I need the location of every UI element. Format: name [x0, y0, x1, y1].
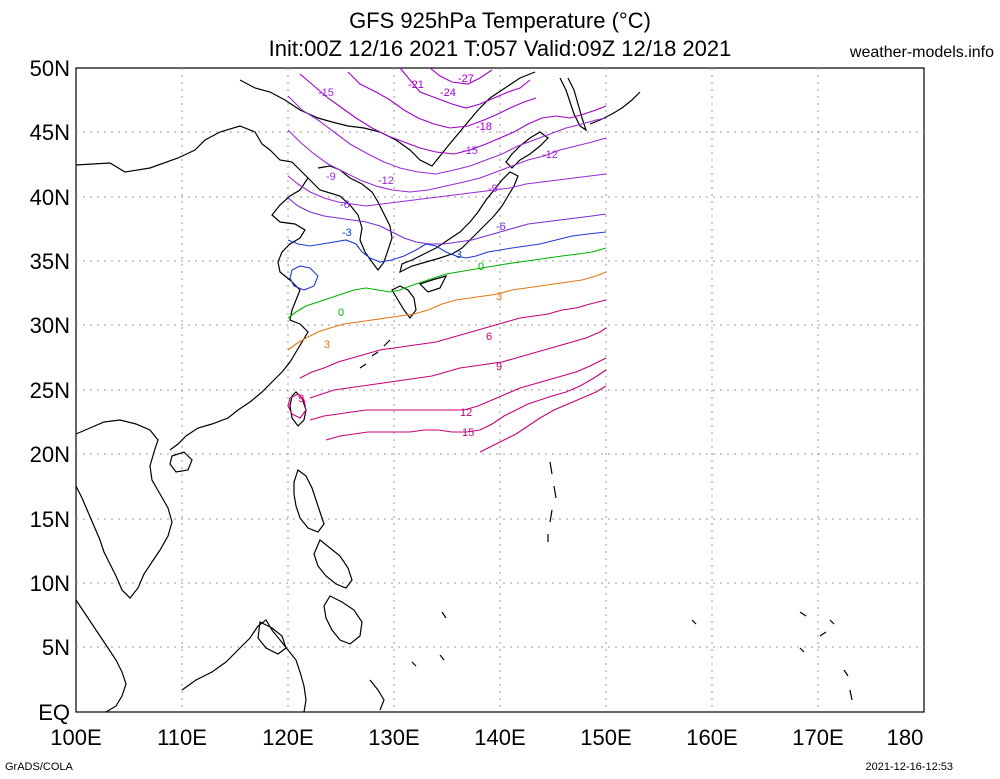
contour-label-neg15-east: -15 [462, 145, 478, 157]
footer-software: GrADS/COLA [5, 761, 73, 773]
lat-label-5n: 5N [42, 635, 70, 660]
contour-label-zero-east: 0 [478, 261, 484, 273]
map-title: GFS 925hPa Temperature (°C) [349, 8, 651, 33]
contour-labels: -27 -24 -21 -18 -15 -15 -12 -12 -9 -9 -6… [298, 73, 558, 439]
contour-zero [287, 247, 607, 319]
contour-label-neg27: -27 [458, 73, 474, 85]
contour-neg3 [287, 231, 607, 263]
map-subtitle: Init:00Z 12/16 2021 T:057 Valid:09Z 12/1… [268, 36, 732, 61]
contour-taiwan-cell [287, 393, 307, 419]
lon-label-170e: 170E [792, 725, 843, 750]
longitude-labels: 100E 110E 120E 130E 140E 150E 160E 170E … [50, 725, 923, 750]
lon-label-160e: 160E [686, 725, 737, 750]
contour-neg3-cell [289, 265, 319, 291]
contour-label-pos6: 6 [486, 331, 492, 343]
lat-label-35n: 35N [30, 249, 70, 274]
contour-label-pos3-east: 3 [496, 291, 502, 303]
lat-label-eq: EQ [38, 700, 70, 725]
contour-label-pos9-east: 9 [496, 361, 502, 373]
contour-label-neg3-east: -3 [452, 249, 462, 261]
contour-label-neg21: -21 [408, 79, 424, 91]
contour-pos3 [287, 271, 607, 351]
contour-label-neg6-east: -6 [496, 221, 506, 233]
contour-neg15 [287, 95, 607, 175]
contour-pos12 [309, 357, 607, 421]
lon-label-180: 180 [887, 725, 924, 750]
latitude-labels: 50N 45N 40N 35N 30N 25N 20N 15N 10N 5N E… [30, 56, 70, 725]
lat-label-50n: 50N [30, 56, 70, 81]
contour-neg6 [287, 197, 607, 245]
lat-label-45n: 45N [30, 120, 70, 145]
contour-neg24 [399, 67, 531, 109]
contour-label-pos12: 12 [460, 407, 472, 419]
contour-label-neg3-west: -3 [342, 227, 352, 239]
lat-label-30n: 30N [30, 313, 70, 338]
contour-label-neg12-east: -12 [542, 149, 558, 161]
lat-label-20n: 20N [30, 442, 70, 467]
contour-pos6 [299, 299, 607, 379]
lat-label-15n: 15N [30, 507, 70, 532]
contour-label-neg9-west: -9 [326, 171, 336, 183]
contour-neg18 [299, 73, 607, 155]
contour-pos15-tail [479, 385, 607, 453]
lat-label-40n: 40N [30, 185, 70, 210]
grid-lines [76, 68, 924, 712]
contour-label-pos15: 15 [462, 427, 474, 439]
contour-label-pos3-west: 3 [324, 339, 330, 351]
lon-label-130e: 130E [368, 725, 419, 750]
contour-label-pos9-taiwan: 9 [298, 393, 304, 405]
contour-neg9 [287, 173, 607, 207]
coastlines [75, 71, 853, 713]
contour-label-neg24: -24 [440, 87, 456, 99]
lat-label-10n: 10N [30, 571, 70, 596]
footer-timestamp: 2021-12-16-12:53 [865, 761, 953, 773]
contour-label-zero-west: 0 [338, 307, 344, 319]
contour-neg21 [347, 71, 537, 129]
temperature-contours [287, 67, 607, 453]
lon-label-120e: 120E [262, 725, 313, 750]
lon-label-110e: 110E [157, 725, 207, 750]
lon-label-100e: 100E [50, 725, 101, 750]
lat-label-25n: 25N [30, 378, 70, 403]
contour-label-neg12-west: -12 [378, 175, 394, 187]
contour-label-neg18: -18 [476, 121, 492, 133]
contour-pos15 [325, 369, 607, 441]
contour-neg12 [287, 129, 607, 193]
contour-label-neg6-west: -6 [340, 199, 350, 211]
contour-label-neg9-east: -9 [488, 183, 498, 195]
credit-label: weather-models.info [849, 44, 994, 61]
lon-label-140e: 140E [474, 725, 525, 750]
contour-label-neg15-west: -15 [318, 87, 334, 99]
contour-neg27 [429, 67, 493, 85]
lon-label-150e: 150E [580, 725, 631, 750]
contour-pos9 [309, 327, 607, 399]
